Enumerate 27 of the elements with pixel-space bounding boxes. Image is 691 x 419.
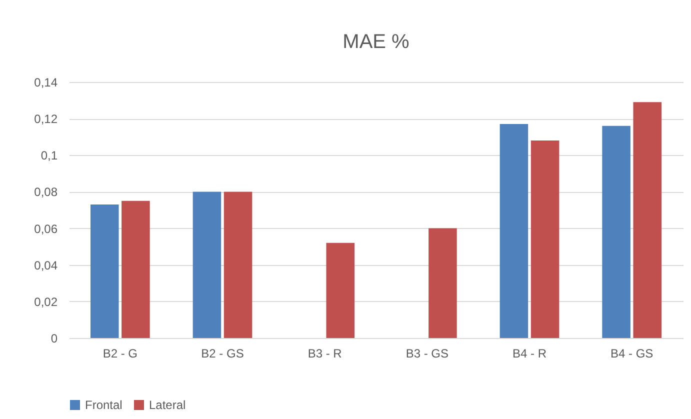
- x-tick-label: B3 - R: [308, 346, 342, 360]
- bar: [428, 228, 457, 338]
- x-tick-label: B2 - GS: [201, 346, 244, 360]
- bar: [500, 124, 528, 338]
- bar: [602, 126, 630, 338]
- bar: [326, 242, 355, 338]
- y-tick-label: 0,14: [34, 76, 58, 90]
- x-tick-label: B4 - R: [512, 346, 547, 360]
- bar: [90, 204, 119, 338]
- legend-label: Lateral: [149, 398, 186, 412]
- bar: [224, 192, 252, 338]
- y-tick-label: 0,12: [34, 112, 58, 126]
- x-tick-label: B3 - GS: [406, 346, 449, 360]
- bar: [122, 200, 150, 338]
- y-tick-label: 0,08: [34, 185, 58, 200]
- y-tick-label: 0,06: [34, 222, 58, 236]
- y-tick-label: 0: [50, 332, 58, 346]
- x-tick-label: B4 - GS: [610, 346, 654, 360]
- y-tick-label: 0,1: [40, 148, 58, 163]
- bar: [192, 192, 222, 338]
- x-tick-label: B2 - G: [102, 346, 138, 360]
- bar: [633, 102, 662, 338]
- y-tick-label: 0,04: [34, 258, 58, 272]
- chart-title: MAE %: [342, 31, 410, 53]
- bar: [530, 140, 560, 338]
- y-tick-label: 0,02: [34, 294, 58, 309]
- legend-label: Frontal: [85, 398, 122, 412]
